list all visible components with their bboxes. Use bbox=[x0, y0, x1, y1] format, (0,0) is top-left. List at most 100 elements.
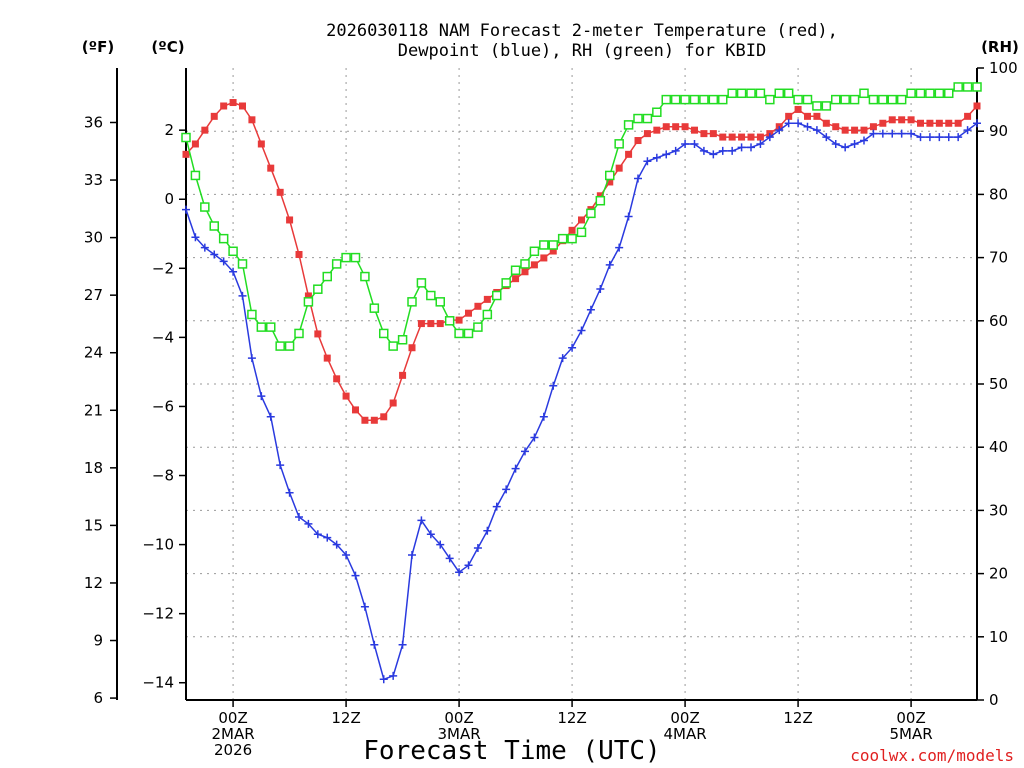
dewpoint-point bbox=[266, 412, 275, 421]
temperature-point bbox=[728, 133, 736, 141]
fahrenheit-tick-label: 33 bbox=[84, 171, 103, 189]
x-axis-label: Forecast Time (UTC) bbox=[363, 736, 660, 766]
temperature-point bbox=[361, 416, 369, 424]
dewpoint-point bbox=[568, 343, 577, 352]
temperature-point bbox=[210, 112, 218, 120]
rh-point bbox=[369, 303, 380, 313]
dewpoint-point bbox=[530, 433, 539, 442]
temperature-point bbox=[549, 247, 557, 255]
dewpoint-point bbox=[379, 675, 388, 684]
temperature-point bbox=[182, 150, 190, 158]
rh-point bbox=[313, 284, 323, 294]
rh-point bbox=[557, 233, 568, 244]
time-tick-label: 00Z bbox=[896, 709, 925, 727]
rh-tick-label: 30 bbox=[989, 501, 1008, 519]
dewpoint-point bbox=[323, 533, 332, 542]
dewpoint-point bbox=[869, 129, 878, 138]
credit-link[interactable]: coolwx.com/models bbox=[850, 746, 1014, 765]
dewpoint-point bbox=[558, 354, 567, 363]
dewpoint-point bbox=[699, 146, 708, 155]
rh-point bbox=[454, 328, 464, 339]
dewpoint-point bbox=[935, 133, 944, 142]
fahrenheit-tick-label: 27 bbox=[84, 286, 103, 304]
temperature-point bbox=[530, 261, 538, 269]
dewpoint-point bbox=[455, 568, 464, 577]
dewpoint-series bbox=[182, 119, 981, 684]
rh-point bbox=[520, 259, 530, 269]
rh-point bbox=[407, 297, 417, 307]
rh-point bbox=[435, 297, 445, 307]
temperature-point bbox=[653, 126, 661, 134]
temperature-series bbox=[182, 99, 981, 424]
fahrenheit-axis: 36 33 30 27 24 21 18 15 12 9 6 bbox=[84, 113, 117, 707]
temperature-point bbox=[794, 105, 802, 113]
fahrenheit-tick-label: 18 bbox=[84, 459, 103, 477]
temperature-point bbox=[634, 137, 642, 145]
temperature-point bbox=[643, 130, 651, 138]
rh-point bbox=[915, 88, 926, 99]
rh-point bbox=[783, 88, 794, 99]
dewpoint-point bbox=[483, 526, 492, 535]
rh-point bbox=[765, 94, 775, 105]
dewpoint-point bbox=[841, 143, 850, 152]
temperature-point bbox=[822, 119, 830, 127]
fahrenheit-tick-label: 12 bbox=[84, 574, 103, 592]
celsius-tick-label: −10 bbox=[142, 536, 174, 554]
series-group bbox=[181, 82, 982, 684]
dewpoint-point bbox=[860, 136, 868, 145]
dewpoint-point bbox=[445, 554, 454, 563]
temperature-point bbox=[314, 330, 322, 338]
rh-point bbox=[360, 271, 370, 282]
rh-point bbox=[303, 297, 314, 307]
temperature-point bbox=[399, 371, 407, 379]
dewpoint-point bbox=[671, 146, 680, 155]
dewpoint-point bbox=[426, 530, 435, 539]
dewpoint-point bbox=[765, 133, 774, 142]
temperature-point bbox=[756, 133, 764, 141]
temperature-point bbox=[483, 295, 491, 303]
temperature-point bbox=[700, 130, 708, 138]
dewpoint-point bbox=[605, 260, 614, 269]
dewpoint-point bbox=[963, 126, 972, 135]
temperature-point bbox=[191, 140, 199, 148]
dewpoint-point bbox=[925, 133, 934, 142]
rh-point bbox=[925, 88, 935, 99]
rh-tick-label: 60 bbox=[989, 312, 1008, 330]
dewpoint-point bbox=[257, 392, 266, 401]
temperature-point bbox=[436, 320, 444, 328]
rh-point bbox=[661, 94, 671, 105]
dewpoint-point bbox=[436, 540, 445, 549]
temperature-point bbox=[474, 302, 482, 310]
temperature-point bbox=[804, 112, 811, 120]
dewpoint-point bbox=[624, 212, 633, 221]
rh-point bbox=[482, 309, 493, 320]
rh-point bbox=[595, 195, 606, 206]
time-tick-label: 2026 bbox=[214, 741, 252, 759]
rh-point bbox=[652, 107, 662, 117]
temperature-point bbox=[625, 150, 633, 158]
dewpoint-point bbox=[577, 326, 586, 335]
rh-point bbox=[953, 82, 963, 92]
temperature-point bbox=[945, 119, 953, 127]
rh-point bbox=[736, 88, 747, 99]
rh-point bbox=[831, 94, 841, 105]
rh-point bbox=[388, 341, 398, 351]
temperature-point bbox=[540, 254, 548, 262]
rh-point bbox=[774, 88, 784, 99]
temperature-point bbox=[333, 375, 341, 383]
time-tick-label: 5MAR bbox=[889, 725, 932, 743]
rh-point bbox=[256, 322, 267, 332]
rh-point bbox=[755, 88, 766, 99]
rh-point bbox=[473, 322, 483, 332]
temperature-point bbox=[521, 268, 529, 276]
rh-point bbox=[605, 170, 615, 181]
rh-point bbox=[718, 94, 728, 105]
rh-point bbox=[228, 246, 238, 257]
temperature-point bbox=[832, 123, 840, 131]
dewpoint-point bbox=[342, 550, 351, 559]
celsius-tick-label: 2 bbox=[164, 121, 174, 139]
dewpoint-point bbox=[897, 129, 906, 138]
temperature-point bbox=[747, 133, 755, 141]
dewpoint-point bbox=[916, 133, 925, 142]
temperature-point bbox=[229, 99, 237, 107]
